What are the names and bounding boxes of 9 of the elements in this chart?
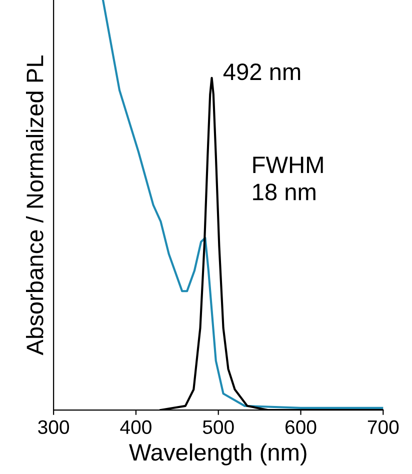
annotation: 492 nm [223,63,300,80]
x-tick-label: 300 [38,420,70,434]
x-tick-label: 400 [120,420,152,434]
annotation: FWHM 18 nm [253,156,323,200]
x-tick-label: 700 [368,420,399,434]
x-tick-label: 500 [202,420,234,434]
x-axis-title: Wavelength (nm) [129,443,306,466]
x-tick-label: 600 [286,420,316,434]
y-axis-title: Absorbance / Normalized PL [26,56,44,356]
